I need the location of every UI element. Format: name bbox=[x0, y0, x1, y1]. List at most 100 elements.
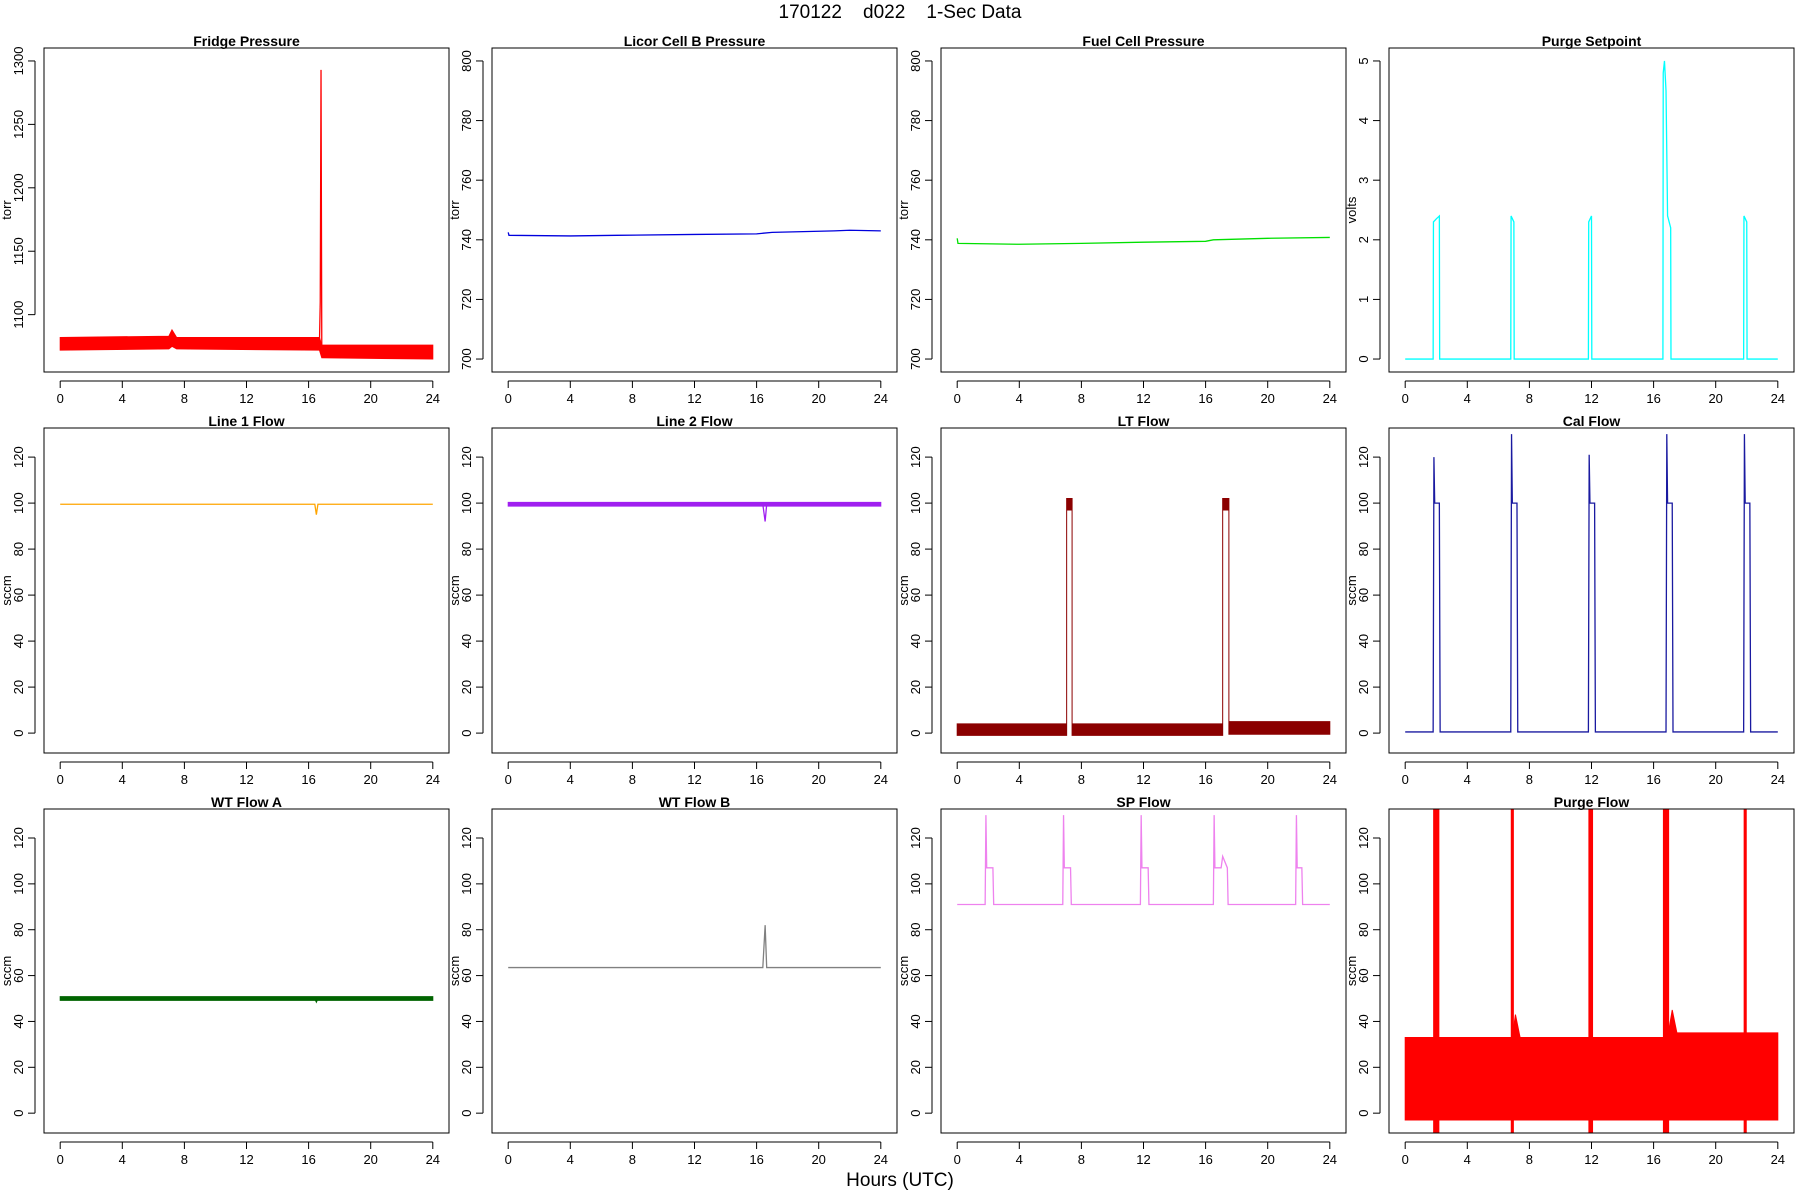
y-tick-label: 0 bbox=[908, 729, 923, 736]
x-tick-label: 24 bbox=[874, 391, 888, 406]
x-tick-label: 12 bbox=[1136, 772, 1150, 787]
x-tick-label: 16 bbox=[1198, 391, 1212, 406]
y-tick-label: 120 bbox=[459, 446, 474, 468]
y-axis-label: sccm bbox=[447, 575, 462, 605]
y-tick-label: 60 bbox=[908, 588, 923, 602]
x-tick-label: 4 bbox=[1016, 1152, 1023, 1167]
chart-panel: 0 4 8 12 16 20 24 0 20 40 60 80 100 120 sccm Line 1 Flo… bbox=[0, 413, 450, 787]
x-tick-label: 24 bbox=[426, 1152, 440, 1167]
x-tick-label: 16 bbox=[1646, 391, 1660, 406]
series-band bbox=[59, 996, 434, 1001]
y-axis-label: sccm bbox=[0, 956, 14, 986]
series-band bbox=[507, 501, 882, 507]
chart-title: Line 1 Flow bbox=[208, 413, 284, 429]
y-tick-label: 1300 bbox=[11, 46, 26, 75]
y-tick-label: 60 bbox=[11, 588, 26, 602]
x-tick-label: 16 bbox=[301, 772, 315, 787]
x-tick-label: 0 bbox=[57, 1152, 64, 1167]
series-line bbox=[1405, 434, 1778, 733]
series-line bbox=[957, 815, 1330, 906]
y-axis-label: torr bbox=[447, 200, 462, 220]
plot-frame bbox=[940, 808, 1347, 1134]
y-tick-label: 40 bbox=[908, 634, 923, 648]
y-tick-label: 1200 bbox=[11, 173, 26, 202]
x-tick-label: 0 bbox=[1402, 1152, 1409, 1167]
plot-frame bbox=[491, 808, 898, 1134]
x-tick-label: 24 bbox=[426, 772, 440, 787]
x-tick-label: 0 bbox=[57, 391, 64, 406]
chart-panel: 0 4 8 12 16 20 24 0 20 40 60 80 100 120 sccm Cal Flow bbox=[1344, 413, 1795, 787]
y-tick-label: 5 bbox=[1356, 57, 1371, 64]
x-tick-label: 8 bbox=[1526, 772, 1533, 787]
chart-title: Fridge Pressure bbox=[193, 33, 300, 49]
y-tick-label: 100 bbox=[459, 492, 474, 514]
y-tick-label: 720 bbox=[908, 289, 923, 311]
y-tick-label: 40 bbox=[1356, 1014, 1371, 1028]
x-tick-label: 20 bbox=[811, 1152, 825, 1167]
y-tick-label: 700 bbox=[459, 348, 474, 370]
x-tick-label: 24 bbox=[874, 772, 888, 787]
x-tick-label: 16 bbox=[749, 772, 763, 787]
x-tick-label: 4 bbox=[567, 1152, 574, 1167]
plot-area bbox=[1405, 434, 1778, 733]
y-tick-label: 40 bbox=[11, 634, 26, 648]
plot-area bbox=[59, 69, 434, 360]
x-axis: 0 4 8 12 16 20 24 bbox=[505, 1141, 888, 1167]
x-tick-label: 20 bbox=[1708, 772, 1722, 787]
x-axis: 0 4 8 12 16 20 24 bbox=[57, 380, 440, 406]
series-spike bbox=[1662, 809, 1670, 1133]
y-tick-label: 20 bbox=[1356, 680, 1371, 694]
y-tick-label: 100 bbox=[459, 873, 474, 895]
y-tick-label: 120 bbox=[459, 827, 474, 849]
x-tick-label: 16 bbox=[1198, 1152, 1212, 1167]
x-tick-label: 12 bbox=[239, 391, 253, 406]
y-axis-label: sccm bbox=[1344, 956, 1359, 986]
y-axis-label: sccm bbox=[896, 956, 911, 986]
y-axis-label: sccm bbox=[0, 575, 14, 605]
x-tick-label: 8 bbox=[181, 391, 188, 406]
y-tick-label: 1 bbox=[1356, 296, 1371, 303]
plot-area bbox=[507, 229, 881, 237]
x-tick-label: 12 bbox=[687, 1152, 701, 1167]
chart-panel: 0 4 8 12 16 20 24 0 20 40 60 80 100 120 sccm Line 2 Flo… bbox=[447, 413, 898, 787]
x-tick-label: 0 bbox=[954, 772, 961, 787]
x-tick-label: 0 bbox=[954, 1152, 961, 1167]
plot-area bbox=[1405, 60, 1778, 360]
y-tick-label: 800 bbox=[908, 50, 923, 72]
x-tick-label: 20 bbox=[1260, 391, 1274, 406]
y-tick-label: 0 bbox=[459, 729, 474, 736]
x-tick-label: 4 bbox=[1016, 391, 1023, 406]
y-axis: 0 20 40 60 80 100 120 bbox=[1356, 827, 1381, 1117]
x-tick-label: 8 bbox=[181, 1152, 188, 1167]
chart-panel: 0 4 8 12 16 20 24 0 20 40 60 80 100 120 sccm SP Flow bbox=[896, 794, 1347, 1167]
x-tick-label: 24 bbox=[1323, 772, 1337, 787]
x-tick-label: 0 bbox=[505, 1152, 512, 1167]
x-tick-label: 20 bbox=[811, 772, 825, 787]
y-axis: 0 20 40 60 80 100 120 bbox=[1356, 446, 1381, 737]
y-tick-label: 80 bbox=[908, 922, 923, 936]
x-axis: 0 4 8 12 16 20 24 bbox=[954, 761, 1337, 787]
x-tick-label: 24 bbox=[1771, 1152, 1785, 1167]
y-tick-label: 780 bbox=[459, 110, 474, 132]
y-tick-label: 1250 bbox=[11, 110, 26, 139]
series-line bbox=[956, 236, 1330, 245]
y-axis-label: sccm bbox=[896, 575, 911, 605]
plot-frame bbox=[940, 427, 1347, 754]
x-axis: 0 4 8 12 16 20 24 bbox=[57, 761, 440, 787]
plot-frame bbox=[43, 427, 450, 754]
x-tick-label: 20 bbox=[1708, 391, 1722, 406]
y-tick-label: 120 bbox=[11, 446, 26, 468]
y-tick-label: 120 bbox=[908, 827, 923, 849]
y-tick-label: 0 bbox=[1356, 355, 1371, 362]
plot-area bbox=[59, 996, 434, 1004]
x-axis-title: Hours (UTC) bbox=[846, 1170, 954, 1191]
x-tick-label: 20 bbox=[363, 772, 377, 787]
y-axis: 0 20 40 60 80 100 120 bbox=[908, 827, 933, 1117]
x-axis: 0 4 8 12 16 20 24 bbox=[954, 1141, 1337, 1167]
chart-panel: 0 4 8 12 16 20 24 0 20 40 60 80 100 120 sccm WT Flow A bbox=[0, 794, 450, 1167]
y-tick-label: 60 bbox=[1356, 968, 1371, 982]
x-tick-label: 8 bbox=[629, 772, 636, 787]
y-tick-label: 40 bbox=[908, 1014, 923, 1028]
x-tick-label: 4 bbox=[119, 391, 126, 406]
x-tick-label: 8 bbox=[1526, 391, 1533, 406]
